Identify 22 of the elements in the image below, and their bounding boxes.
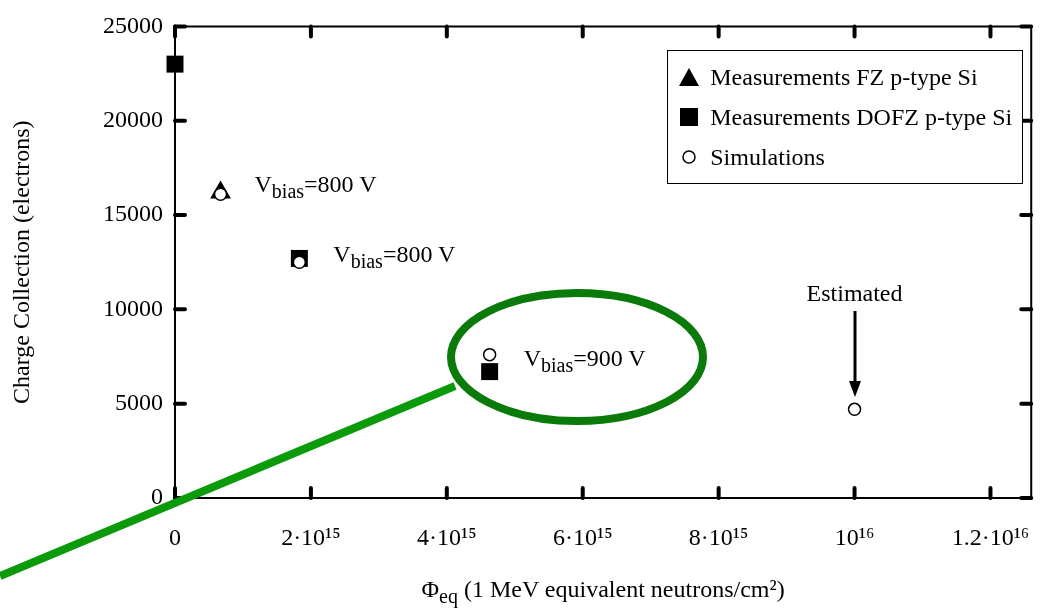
annotation: V$_{bias}$=900 V: [523, 343, 646, 378]
legend-label: Measurements DOFZ p-type Si: [710, 103, 1013, 131]
x-tick-label: 1.2·10¹⁶: [951, 523, 1030, 550]
y-tick-label: 25000: [103, 11, 163, 38]
y-tick-label: 10000: [103, 294, 163, 321]
x-tick-label: 10¹⁶: [834, 523, 875, 550]
x-tick-label: 2·10¹⁵: [281, 523, 341, 550]
annotation: V$_{bias}$=800 V: [254, 170, 377, 205]
legend-label: Simulations: [710, 143, 825, 171]
legend-label: Measurements FZ p-type Si: [710, 63, 978, 91]
y-tick-label: 5000: [115, 388, 163, 415]
y-tick-label: 0: [151, 483, 163, 510]
x-axis-title: Φ$_{eq}$ (1 MeV equivalent neutrons/cm²): [420, 576, 786, 608]
annotation: V$_{bias}$=800 V: [333, 240, 456, 274]
annotation: Estimated: [805, 279, 904, 308]
y-tick-label: 20000: [103, 106, 163, 133]
y-tick-label: 15000: [103, 200, 163, 227]
y-axis-title: Charge Collection (electrons): [7, 120, 34, 404]
x-tick-label: 8·10¹⁵: [688, 523, 749, 550]
x-tick-label: 6·10¹⁵: [552, 523, 613, 550]
x-tick-label: 4·10¹⁵: [417, 523, 477, 550]
x-tick-label: 0: [169, 523, 181, 550]
